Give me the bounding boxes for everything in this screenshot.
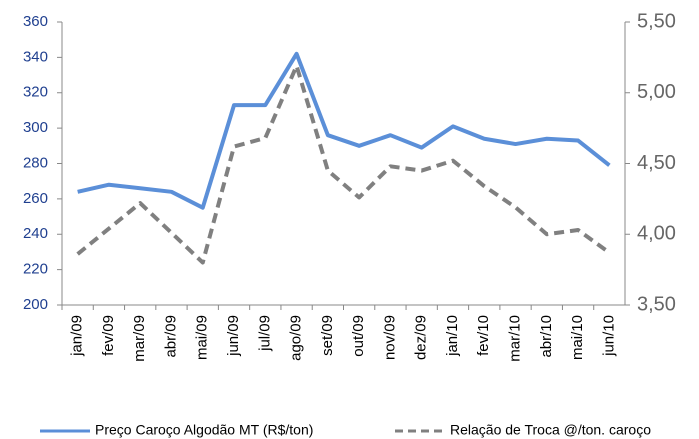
y2-tick-label: 5,50 (637, 10, 676, 32)
legend-label: Relação de Troca @/ton. caroço (450, 422, 651, 438)
y-tick-label: 220 (23, 261, 48, 278)
y2-tick-label: 4,50 (637, 152, 676, 174)
x-tick-label: jan/10 (444, 315, 461, 357)
y-tick-label: 280 (23, 154, 48, 171)
y2-tick-label: 5,00 (637, 81, 676, 103)
legend-label: Preço Caroço Algodão MT (R$/ton) (95, 422, 313, 438)
x-tick-label: dez/09 (413, 315, 430, 360)
y-tick-label: 240 (23, 225, 48, 242)
x-tick-label: jan/09 (69, 315, 86, 357)
x-tick-label: abr/10 (538, 315, 555, 358)
x-tick-label: mar/10 (506, 315, 523, 362)
x-tick-label: nov/09 (381, 315, 398, 360)
x-tick-label: jun/09 (225, 315, 242, 357)
x-tick-label: fev/10 (475, 315, 492, 356)
y2-tick-label: 3,50 (637, 293, 676, 315)
series-line (76, 63, 611, 265)
y-tick-label: 340 (23, 48, 48, 65)
x-tick-label: jun/10 (600, 315, 617, 357)
x-tick-label: out/09 (350, 315, 367, 357)
y-tick-label: 260 (23, 190, 48, 207)
y-tick-label: 200 (23, 296, 48, 313)
x-tick-label: fev/09 (100, 315, 117, 356)
x-tick-label: jul/09 (256, 315, 273, 352)
x-tick-label: mar/09 (131, 315, 148, 362)
y-tick-label: 300 (23, 119, 48, 136)
y-tick-label: 360 (23, 13, 48, 30)
y-tick-label: 320 (23, 84, 48, 101)
y2-tick-label: 4,00 (637, 223, 676, 245)
x-tick-label: abr/09 (162, 315, 179, 358)
x-tick-label: mai/10 (569, 315, 586, 360)
x-tick-label: set/09 (319, 315, 336, 356)
series-line (77, 51, 611, 210)
x-tick-label: mai/09 (194, 315, 211, 360)
x-tick-label: ago/09 (288, 315, 305, 361)
